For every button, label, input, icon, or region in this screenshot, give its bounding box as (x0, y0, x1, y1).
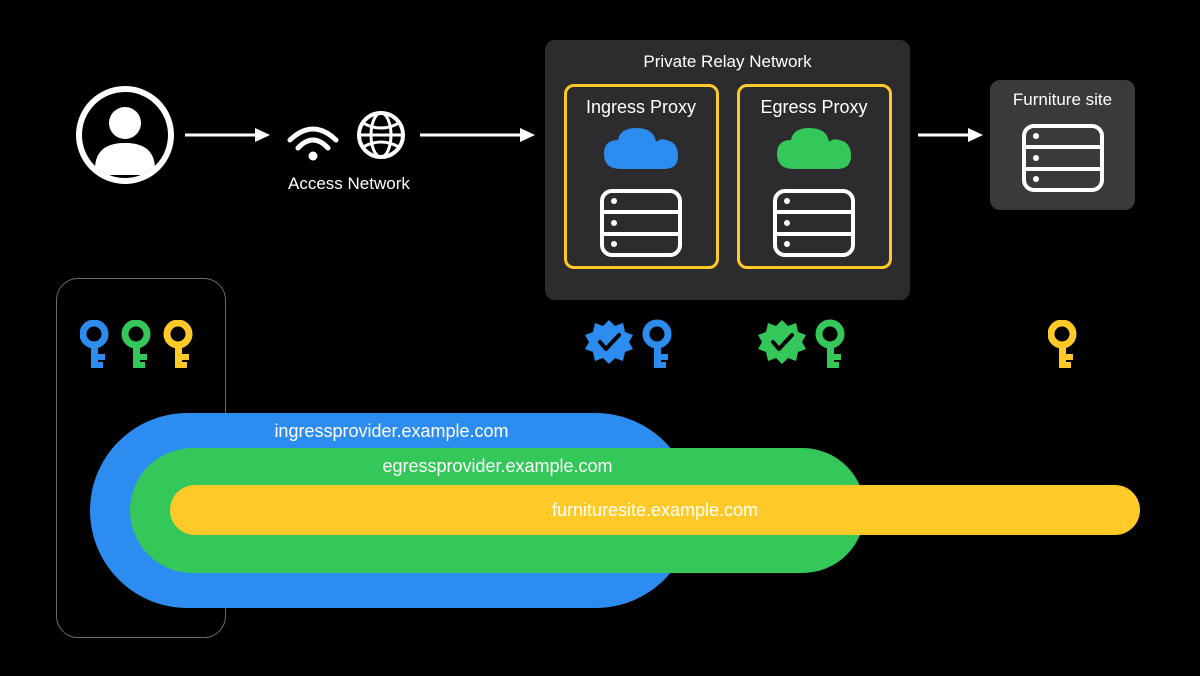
egress-badge-key (758, 318, 853, 375)
arrow-access-to-relay (420, 125, 540, 145)
egress-proxy-label: Egress Proxy (760, 97, 867, 118)
pill-site-text: furnituresite.example.com (552, 500, 758, 521)
pill-egress-text: egressprovider.example.com (382, 456, 612, 477)
relay-title: Private Relay Network (643, 52, 811, 72)
access-network-label: Access Network (288, 174, 410, 194)
pill-site: furnituresite.example.com (170, 485, 1140, 535)
ingress-proxy-label: Ingress Proxy (586, 97, 696, 118)
ingress-badge-key (585, 318, 680, 375)
cloud-icon-blue (596, 124, 686, 179)
cloud-icon-green (769, 124, 859, 179)
private-relay-network-box: Private Relay Network Ingress Proxy Egre… (545, 40, 910, 300)
ingress-proxy-box: Ingress Proxy (564, 84, 719, 269)
arrow-user-to-access (185, 125, 275, 145)
egress-proxy-box: Egress Proxy (737, 84, 892, 269)
access-network-icons (285, 105, 415, 170)
destination-key (1048, 320, 1088, 375)
pill-ingress-text: ingressprovider.example.com (274, 421, 508, 442)
arrow-relay-to-dest (918, 125, 988, 145)
server-icon (1018, 122, 1108, 194)
destination-label: Furniture site (1013, 90, 1112, 110)
server-icon (769, 187, 859, 259)
destination-box: Furniture site (990, 80, 1135, 210)
user-icon (75, 85, 175, 190)
user-keys (80, 320, 210, 375)
server-icon (596, 187, 686, 259)
